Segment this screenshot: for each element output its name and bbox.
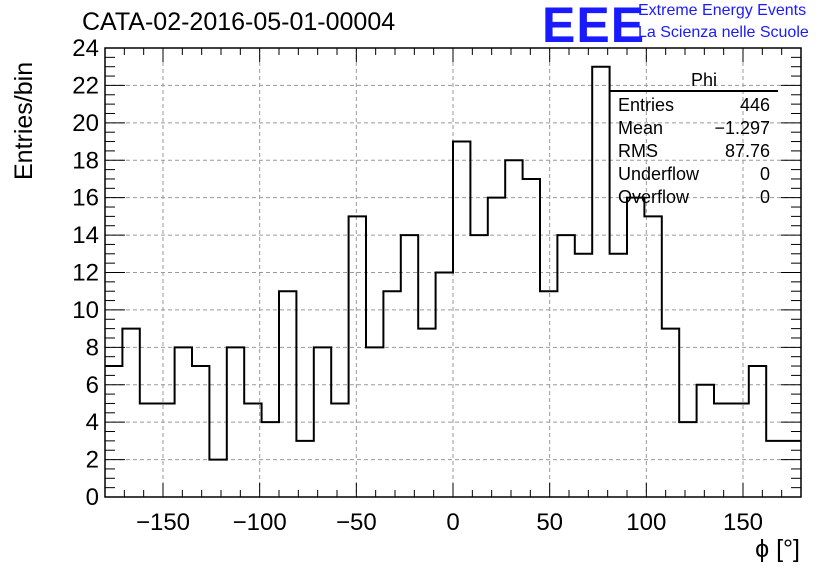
histogram-bin: [749, 366, 766, 497]
y-tick-label: 2: [86, 447, 99, 474]
stats-value: 446: [739, 95, 770, 115]
histogram-bin: [453, 142, 470, 497]
y-tick-label: 20: [72, 110, 99, 137]
y-tick-label: 22: [72, 72, 99, 99]
histogram-bin: [314, 347, 331, 497]
histogram-bin: [279, 291, 296, 497]
axis-ticks: [104, 47, 802, 498]
x-tick-label: 50: [536, 509, 563, 536]
histogram-bin: [192, 366, 209, 497]
histogram-bin: [784, 441, 801, 497]
histogram-bin: [679, 422, 696, 497]
histogram-bin: [662, 329, 679, 497]
stats-label: RMS: [618, 141, 658, 161]
x-tick-labels: −150 −100 −50 0 50 100 150: [136, 509, 763, 536]
stats-title: Phi: [690, 70, 717, 90]
chart-title: CATA-02-2016-05-01-00004: [82, 8, 396, 36]
x-tick-label: −50: [336, 509, 377, 536]
y-tick-label: 8: [86, 334, 99, 361]
histogram-step-line: [105, 65, 801, 461]
stats-row-rms: RMS 87.76: [610, 140, 778, 163]
stats-label: Entries: [618, 95, 675, 115]
histogram-bin: [731, 403, 748, 497]
histogram-bin: [470, 235, 487, 497]
histogram-bin: [488, 198, 505, 497]
histogram-bin: [366, 347, 383, 497]
histogram-bin: [244, 403, 261, 497]
stats-row-entries: Entries 446: [610, 94, 778, 117]
y-tick-label: 12: [72, 260, 99, 287]
x-tick-label: −100: [233, 509, 287, 536]
histogram-bin: [697, 385, 714, 497]
x-tick-label: 0: [446, 509, 459, 536]
histogram-bin: [331, 403, 348, 497]
histogram-bin: [296, 441, 313, 497]
x-tick-label: −150: [136, 509, 190, 536]
histogram-bin: [227, 347, 244, 497]
histogram-bin: [175, 347, 192, 497]
stats-label: Underflow: [618, 164, 700, 184]
stats-label: Mean: [618, 118, 664, 138]
x-axis-label: ϕ [°]: [755, 535, 800, 563]
y-tick-label: 6: [86, 372, 99, 399]
stats-label: Overflow: [618, 187, 690, 207]
histogram-bin: [418, 329, 435, 497]
histogram-bin: [627, 198, 644, 497]
histogram-bin: [644, 216, 661, 497]
histogram-bin: [383, 291, 400, 497]
y-tick-label: 10: [72, 297, 99, 324]
stats-box: Phi Entries 446 Mean −1.297 RMS 87.76 Un…: [610, 70, 778, 209]
x-tick-label: 100: [626, 509, 666, 536]
stats-row-underflow: Underflow 0: [610, 163, 778, 186]
histogram-bin: [157, 403, 174, 497]
stats-row-mean: Mean −1.297: [610, 117, 778, 140]
histogram-bin: [262, 422, 279, 497]
histogram-bin: [105, 366, 122, 497]
histogram-bin: [523, 179, 540, 497]
histogram-bin: [436, 273, 453, 498]
histogram-bin: [766, 441, 783, 497]
histogram-bin: [540, 291, 557, 497]
y-tick-label: 4: [86, 409, 99, 436]
y-tick-label: 0: [86, 484, 99, 511]
stats-divider: [610, 90, 778, 92]
y-tick-label: 14: [72, 222, 99, 249]
histogram-bin: [122, 329, 139, 497]
histogram-bin: [209, 460, 226, 497]
x-tick-label: 150: [723, 509, 763, 536]
stats-value: 0: [759, 164, 770, 184]
histogram-bin: [349, 216, 366, 497]
stats-value: 0: [759, 187, 770, 207]
org-name-line1: Extreme Energy Events: [638, 2, 807, 19]
eee-logo: EEE: [542, 0, 646, 53]
y-axis-label: Entries/bin: [10, 62, 38, 180]
stats-value: −1.297: [714, 118, 770, 138]
histogram-bin: [505, 160, 522, 497]
stats-row-overflow: Overflow 0: [610, 186, 778, 209]
histogram-bin: [401, 235, 418, 497]
histogram-bin: [557, 235, 574, 497]
y-tick-label: 24: [72, 35, 99, 62]
histogram-bin: [140, 403, 157, 497]
stats-value: 87.76: [724, 141, 770, 161]
histogram-bin: [714, 403, 731, 497]
y-tick-label: 18: [72, 147, 99, 174]
org-name-line2: La Scienza nelle Scuole: [638, 24, 809, 41]
y-tick-label: 16: [72, 185, 99, 212]
histogram-bin: [610, 254, 627, 497]
histogram-bin: [592, 67, 609, 497]
histogram-bin: [575, 254, 592, 497]
